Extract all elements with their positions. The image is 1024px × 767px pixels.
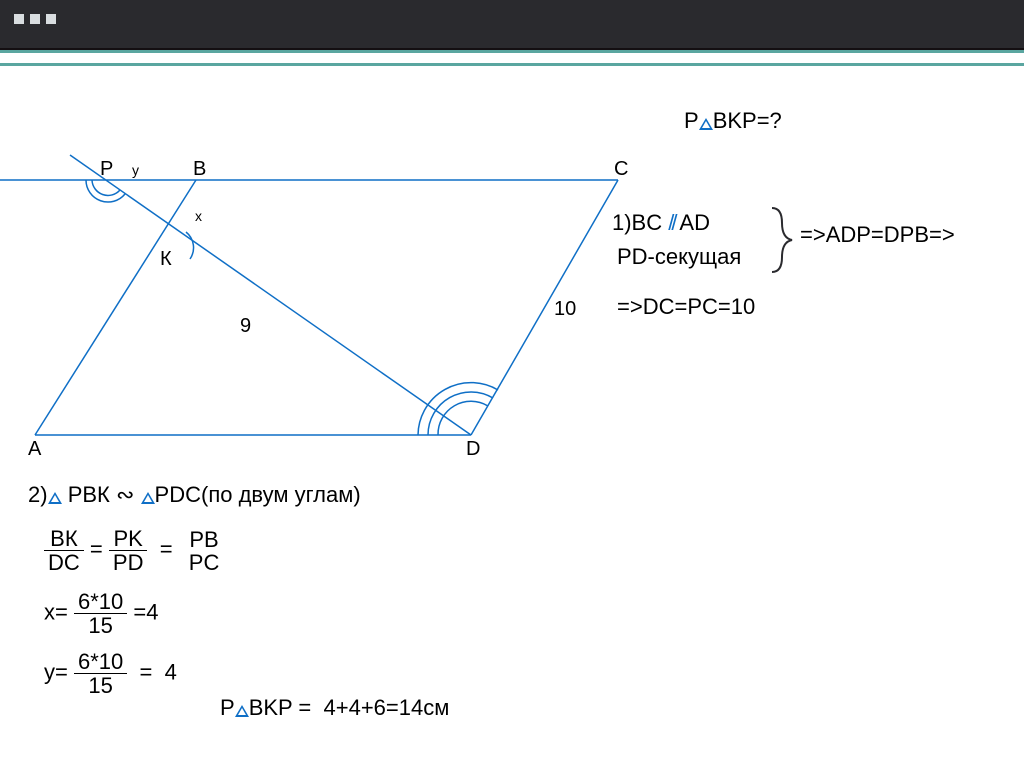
ratio-1-num: BК (44, 527, 84, 551)
step2-prefix: 2) (28, 482, 48, 507)
angle-label-y: y (132, 162, 139, 178)
question-text: BKP=? (713, 108, 782, 133)
step2-ratios: BКDC = PKPD = PBPC (44, 527, 223, 574)
step2-t1: PBК (68, 482, 110, 507)
brace-icon (767, 205, 797, 275)
ratio-3-den: PC (185, 551, 224, 574)
ratio-1-den: DC (44, 551, 84, 574)
ratio-3-num: PB (185, 528, 224, 551)
point-label-B: B (193, 158, 206, 181)
step1-line3: =>DC=PC=10 (617, 294, 755, 320)
question-prefix: P (684, 108, 699, 133)
step2-x: x= 6*1015 =4 (44, 590, 158, 637)
edge-label-KD: 9 (240, 315, 251, 338)
triangle-icon (141, 492, 155, 504)
x-num: 6*10 (74, 590, 127, 614)
y-eq: = (140, 659, 153, 684)
ratio-2-num: PK (109, 527, 148, 551)
ratio-2-den: PD (109, 551, 148, 574)
step2-t2: PDC(по двум углам) (155, 482, 361, 507)
edge-label-CD: 10 (554, 298, 576, 321)
point-label-C: C (614, 158, 628, 181)
step1-bc: 1)BC (612, 210, 662, 235)
step2-y: y= 6*1015 = 4 (44, 650, 177, 697)
eq: = (160, 536, 173, 561)
angle-label-x: x (195, 208, 202, 224)
parallel-icon: // (668, 210, 674, 236)
triangle-icon (48, 492, 62, 504)
ans-text: BKP = (249, 695, 312, 720)
step1-line2: PD-секущая (617, 244, 741, 270)
step1-line1: 1)BC // AD (612, 210, 710, 236)
step1-ad: AD (679, 210, 710, 235)
x-eq: =4 (133, 599, 158, 624)
step2-header: 2) PBК ∾ PDC(по двум углам) (28, 482, 361, 508)
question: P BKP=? (684, 108, 782, 134)
ans-rhs: 4+4+6=14см (324, 695, 450, 720)
x-den: 15 (74, 614, 127, 637)
y-num: 6*10 (74, 650, 127, 674)
eq: = (90, 536, 103, 561)
y-val: 4 (165, 659, 177, 684)
point-label-P: P (100, 158, 113, 181)
ans-prefix: P (220, 695, 235, 720)
y-lhs: y= (44, 659, 68, 684)
y-den: 15 (74, 674, 127, 697)
point-label-D: D (466, 438, 480, 461)
point-label-K: К (160, 248, 172, 271)
triangle-icon (235, 705, 249, 717)
x-lhs: x= (44, 599, 68, 624)
point-label-A: A (28, 438, 41, 461)
step2-answer: P BKP = 4+4+6=14см (220, 695, 449, 721)
step1-result: =>ADP=DPB=> (800, 222, 955, 248)
triangle-icon (699, 118, 713, 130)
similar-icon: ∾ (116, 482, 134, 507)
